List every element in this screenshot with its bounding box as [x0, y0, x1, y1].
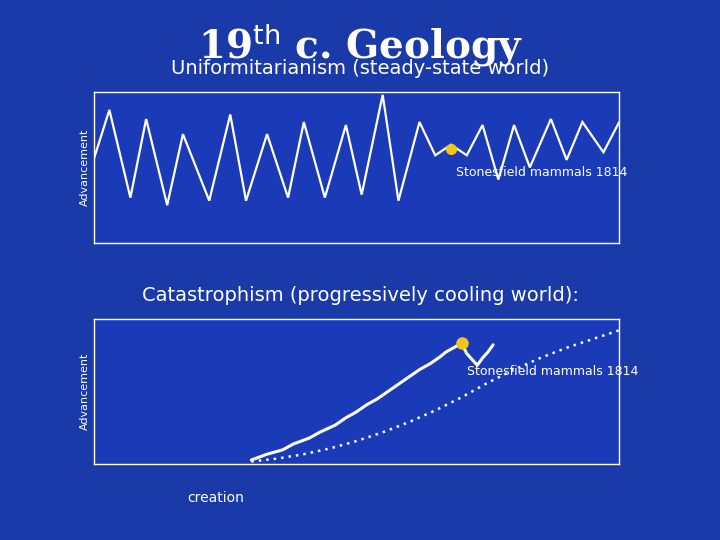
Text: Stonesfield mammals 1814: Stonesfield mammals 1814 — [467, 366, 638, 379]
Text: 19$^\mathrm{th}$ c. Geology: 19$^\mathrm{th}$ c. Geology — [197, 22, 523, 69]
Text: Uniformitarianism (steady-state world): Uniformitarianism (steady-state world) — [171, 59, 549, 78]
Y-axis label: Advancement: Advancement — [79, 129, 89, 206]
Y-axis label: Advancement: Advancement — [79, 353, 89, 430]
Text: creation: creation — [188, 491, 244, 505]
Text: Stonesfield mammals 1814: Stonesfield mammals 1814 — [456, 166, 628, 179]
Text: Catastrophism (progressively cooling world):: Catastrophism (progressively cooling wor… — [142, 286, 578, 305]
